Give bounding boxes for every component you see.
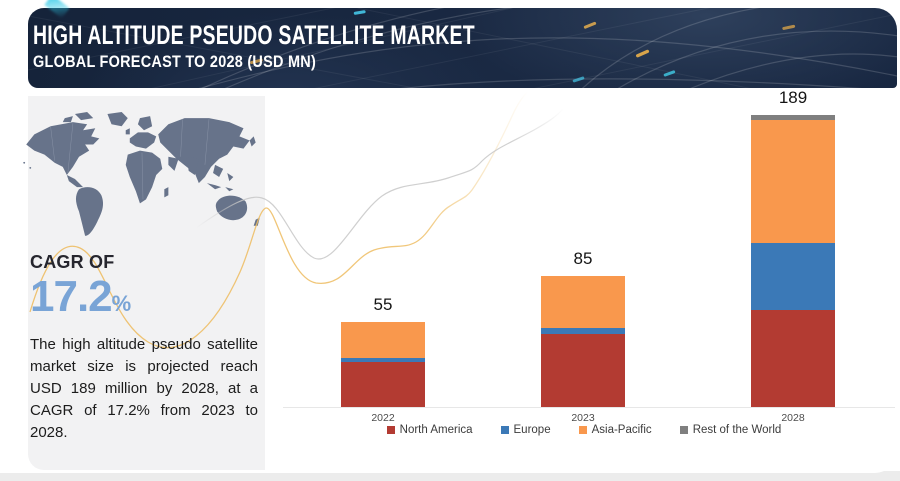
bar-total-label-2022: 55 xyxy=(373,295,393,314)
legend-item-asia-pacific: Asia-Pacific xyxy=(578,424,652,436)
bar-segment-2022-asia-pacific xyxy=(341,322,425,358)
bar-total-label-2023: 85 xyxy=(573,249,593,268)
network-lines-decoration xyxy=(28,8,897,88)
legend-label: Asia-Pacific xyxy=(591,424,652,436)
bar-segment-2023-europe xyxy=(541,328,625,335)
legend-item-north-america: North America xyxy=(386,424,473,436)
legend-item-rest-of-the-world: Rest of the World xyxy=(679,424,782,436)
bar-segment-2028-europe xyxy=(751,243,835,310)
page-bottom-edge xyxy=(0,471,900,481)
legend-label: Europe xyxy=(513,424,551,436)
bar-total-label-2028: 189 xyxy=(778,88,808,107)
legend-item-europe: Europe xyxy=(500,424,551,436)
bar-segment-2023-north-america xyxy=(541,334,625,407)
bar-2022 xyxy=(341,322,425,407)
chart-legend: North America Europe Asia-Pacific Rest of t… xyxy=(268,424,900,436)
market-description: The high altitude pseudo satellite marke… xyxy=(30,336,258,442)
legend-swatch-icon xyxy=(386,426,395,434)
bar-2023 xyxy=(541,275,625,407)
legend-swatch-icon xyxy=(679,426,688,434)
page-title: HIGH ALTITUDE PSEUDO SATELLITE MARKET xyxy=(33,20,475,50)
bar-segment-2022-north-america xyxy=(341,362,425,407)
legend-label: North America xyxy=(399,424,473,436)
header-banner: HIGH ALTITUDE PSEUDO SATELLITE MARKET GL… xyxy=(28,8,897,88)
legend-swatch-icon xyxy=(500,426,509,434)
header-text-block: HIGH ALTITUDE PSEUDO SATELLITE MARKET GL… xyxy=(28,8,897,72)
x-axis-line xyxy=(283,407,895,408)
bar-segment-2028-rest-of-the-world xyxy=(751,115,835,120)
bar-segment-2028-north-america xyxy=(751,309,835,407)
page-subtitle: GLOBAL FORECAST TO 2028 (USD MN) xyxy=(33,52,317,72)
legend-label: Rest of the World xyxy=(692,424,782,436)
bar-segment-2023-asia-pacific xyxy=(541,275,625,329)
bar-segment-2028-asia-pacific xyxy=(751,119,835,244)
legend-swatch-icon xyxy=(578,426,587,434)
x-axis-label-2028: 2028 xyxy=(781,412,805,424)
x-axis-label-2023: 2023 xyxy=(571,412,595,424)
bar-segment-2022-europe xyxy=(341,357,425,363)
bar-2028 xyxy=(751,115,835,407)
x-axis-label-2022: 2022 xyxy=(371,412,395,424)
